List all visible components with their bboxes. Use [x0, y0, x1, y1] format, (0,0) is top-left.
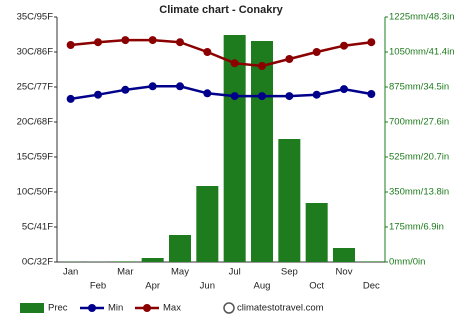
y-tick-label: 20C/68F	[17, 117, 54, 128]
point	[285, 55, 294, 63]
x-tick-label: Aug	[254, 281, 271, 292]
x-tick-label: Mar	[117, 267, 133, 278]
y2-tick-label: 525mm/20.7in	[389, 152, 449, 163]
point	[203, 89, 212, 98]
point	[94, 90, 102, 99]
point	[367, 38, 376, 47]
legend-label: Prec	[48, 303, 68, 314]
x-tick-label: Dec	[363, 281, 380, 292]
legend-label: Max	[163, 303, 181, 314]
point	[66, 41, 75, 49]
x-tick-label: May	[171, 267, 189, 278]
y2-tick-label: 1050mm/41.4in	[389, 47, 454, 58]
point	[340, 85, 348, 94]
y2-tick-label: 0mm/0in	[389, 257, 425, 268]
y-tick-label: 15C/59F	[17, 152, 54, 163]
point	[148, 82, 157, 91]
x-tick-label: Feb	[90, 281, 106, 292]
point	[176, 38, 184, 47]
legend-swatch	[20, 303, 44, 313]
x-tick-label: Jan	[63, 267, 78, 278]
bar	[360, 261, 383, 262]
y-tick-label: 0C/32F	[22, 257, 53, 268]
x-tick-label: Oct	[309, 281, 324, 292]
x-tick-label: Jul	[229, 267, 241, 278]
bar	[223, 35, 246, 262]
bar	[196, 186, 219, 262]
bar	[169, 235, 191, 262]
bar	[114, 261, 137, 262]
point	[312, 48, 321, 56]
point	[258, 62, 266, 70]
point	[121, 36, 130, 45]
point	[312, 90, 321, 99]
point	[148, 36, 157, 45]
y-tick-label: 5C/41F	[22, 222, 53, 233]
point	[258, 92, 266, 101]
y2-tick-label: 175mm/6.9in	[389, 222, 444, 233]
legend-swatch	[88, 304, 96, 312]
y2-tick-label: 1225mm/48.3in	[389, 12, 454, 23]
bar	[305, 203, 328, 262]
bar	[141, 258, 164, 262]
point	[230, 59, 239, 68]
legend-swatch	[143, 304, 151, 312]
bar	[333, 248, 355, 262]
y-tick-label: 30C/86F	[17, 47, 54, 58]
point	[121, 85, 130, 94]
x-tick-label: Nov	[336, 267, 353, 278]
x-tick-label: Apr	[145, 281, 160, 292]
y2-tick-label: 700mm/27.6in	[389, 117, 449, 128]
point	[94, 38, 102, 47]
y-tick-label: 25C/77F	[17, 82, 54, 93]
point	[66, 94, 75, 103]
source: climatestotravel.com	[237, 303, 324, 314]
y-tick-label: 10C/50F	[17, 187, 54, 198]
point	[203, 48, 212, 56]
source-icon	[223, 302, 235, 314]
point	[176, 82, 184, 91]
x-tick-label: Sep	[281, 267, 298, 278]
y2-tick-label: 350mm/13.8in	[389, 187, 449, 198]
y-tick-label: 35C/95F	[17, 12, 54, 23]
bar	[251, 41, 273, 262]
y2-tick-label: 875mm/34.5in	[389, 82, 449, 93]
point	[230, 92, 239, 101]
point	[367, 90, 376, 98]
point	[340, 41, 348, 50]
bar	[278, 139, 301, 262]
line	[70, 85, 372, 101]
x-tick-label: Jun	[200, 281, 215, 292]
legend-label: Min	[108, 303, 123, 314]
chart-title: Climate chart - Conakry	[159, 4, 283, 16]
point	[285, 92, 294, 101]
line	[70, 38, 372, 68]
